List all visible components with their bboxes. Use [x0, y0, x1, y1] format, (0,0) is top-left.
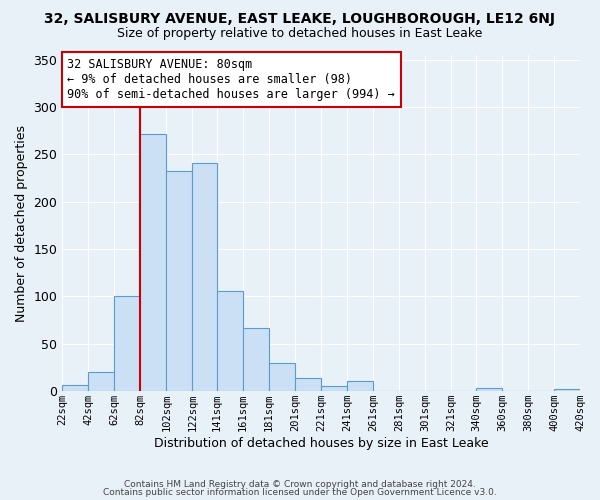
Bar [217, 291, 243, 391]
Text: Contains public sector information licensed under the Open Government Licence v3: Contains public sector information licen… [103, 488, 497, 497]
Bar [554, 390, 580, 391]
Bar [166, 172, 193, 391]
Bar [88, 372, 115, 391]
Bar [321, 386, 347, 391]
Bar [115, 296, 140, 391]
Text: 32, SALISBURY AVENUE, EAST LEAKE, LOUGHBOROUGH, LE12 6NJ: 32, SALISBURY AVENUE, EAST LEAKE, LOUGHB… [44, 12, 556, 26]
Text: Size of property relative to detached houses in East Leake: Size of property relative to detached ho… [118, 28, 482, 40]
Bar [476, 388, 502, 391]
Bar [295, 378, 321, 391]
Bar [193, 163, 217, 391]
Text: 32 SALISBURY AVENUE: 80sqm
← 9% of detached houses are smaller (98)
90% of semi-: 32 SALISBURY AVENUE: 80sqm ← 9% of detac… [67, 58, 395, 102]
Bar [243, 328, 269, 391]
Bar [269, 363, 295, 391]
X-axis label: Distribution of detached houses by size in East Leake: Distribution of detached houses by size … [154, 437, 488, 450]
Bar [62, 384, 88, 391]
Bar [347, 381, 373, 391]
Bar [140, 134, 166, 391]
Y-axis label: Number of detached properties: Number of detached properties [15, 124, 28, 322]
Text: Contains HM Land Registry data © Crown copyright and database right 2024.: Contains HM Land Registry data © Crown c… [124, 480, 476, 489]
